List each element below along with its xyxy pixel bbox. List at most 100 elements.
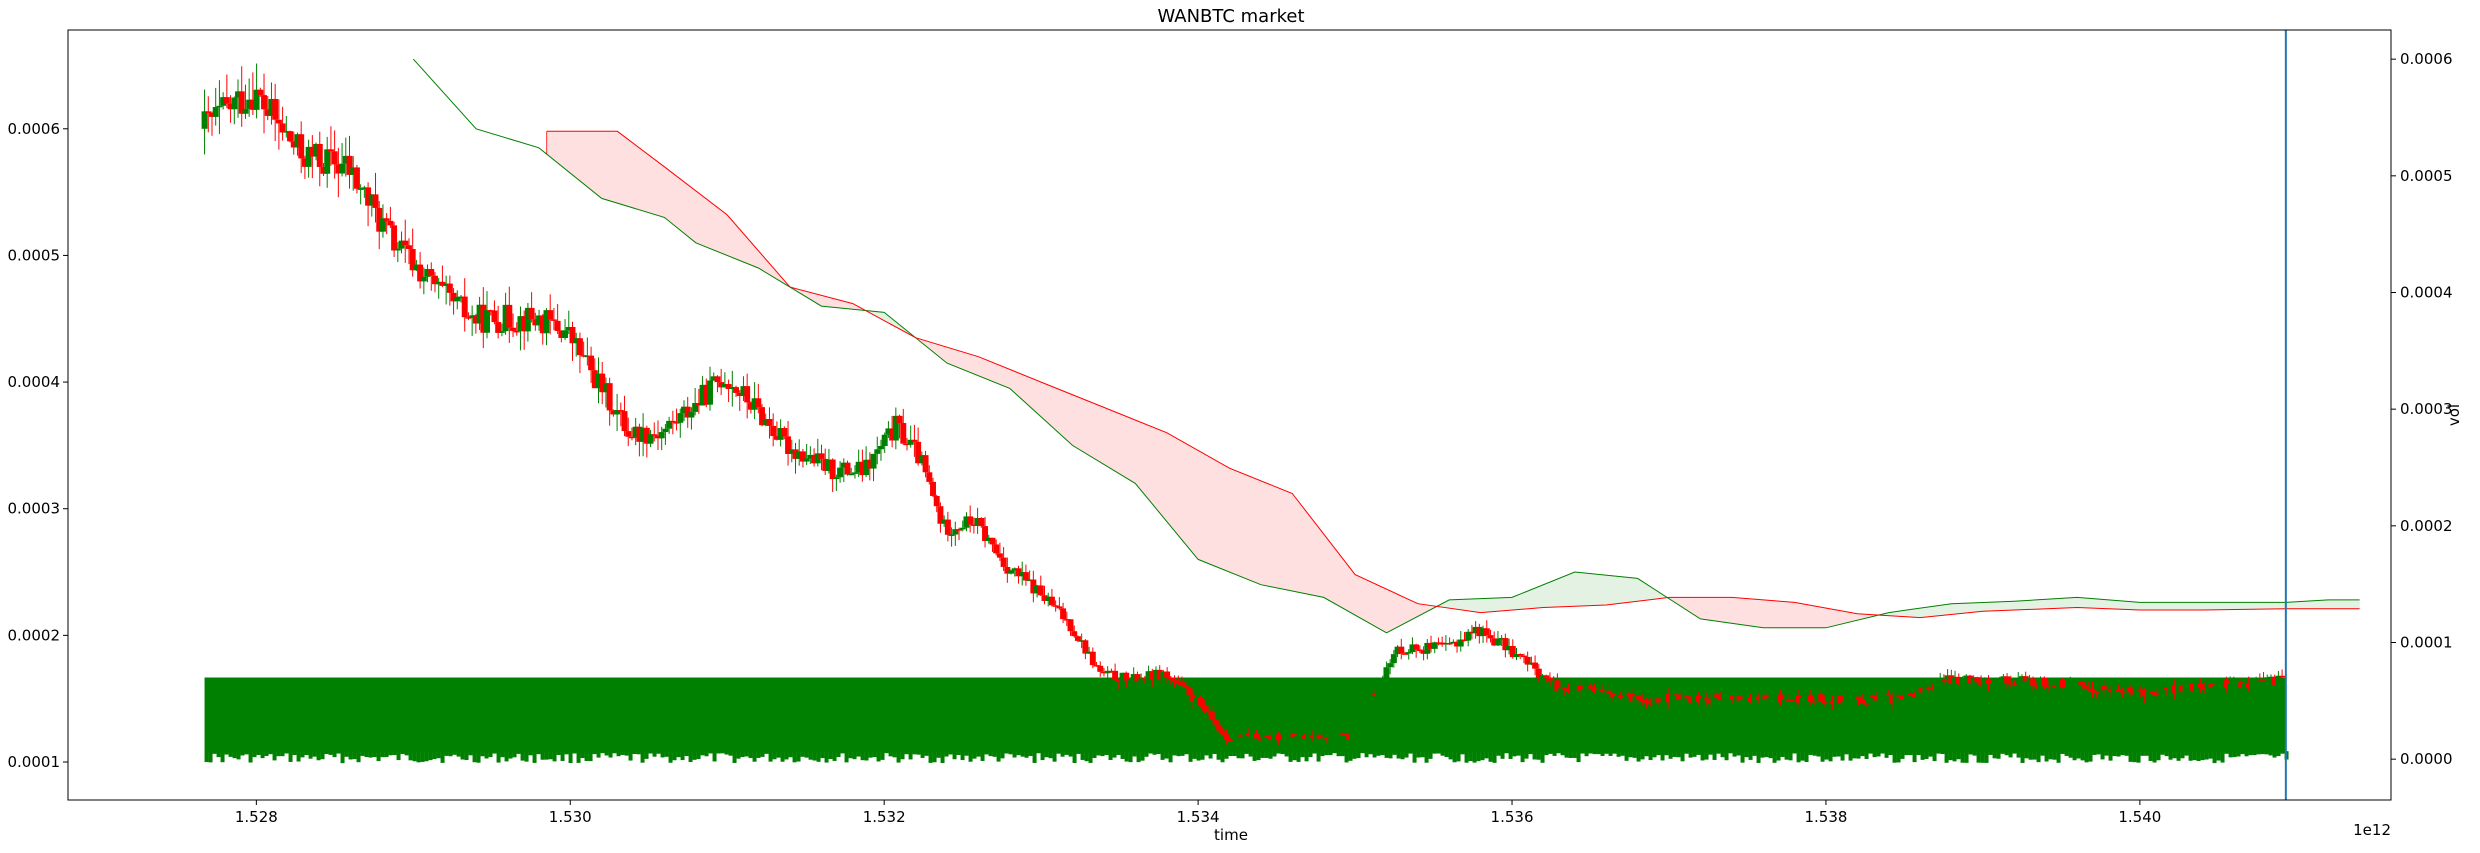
volume-bar xyxy=(368,751,373,758)
volume-bar xyxy=(2144,751,2149,756)
candle-body xyxy=(249,99,256,110)
volume-bar xyxy=(1012,751,1017,758)
volume-bar xyxy=(296,751,301,762)
volume-bar xyxy=(684,751,689,757)
candle-body xyxy=(796,451,803,459)
volume-bar xyxy=(440,751,445,763)
cloud-fill-segment xyxy=(1113,410,1122,476)
volume-bar xyxy=(444,751,449,756)
volume-bar xyxy=(508,751,513,759)
candle-body xyxy=(863,459,870,476)
volume-bar xyxy=(2216,751,2221,761)
candle-body xyxy=(2022,676,2029,681)
volume-bar xyxy=(2080,751,2085,761)
candle-body xyxy=(922,455,929,473)
candle-body xyxy=(1123,672,1130,681)
cloud-fill-segment xyxy=(1996,601,2005,612)
volume-bar xyxy=(1972,751,1977,756)
candle-body xyxy=(996,553,1003,558)
volume-bar xyxy=(1492,751,1497,763)
volume-bar xyxy=(1884,751,1889,758)
volume-bar xyxy=(1576,751,1581,763)
candle-body xyxy=(1732,696,1739,700)
candle-body xyxy=(1338,733,1345,735)
candle-body xyxy=(651,434,658,436)
volume-bar xyxy=(1000,751,1005,759)
cloud-fill-segment xyxy=(1770,600,1779,629)
volume-bar xyxy=(212,751,217,754)
x-tick-label: 1.530 xyxy=(549,808,592,826)
cloud-fill-segment xyxy=(1807,604,1816,629)
candle-body xyxy=(1219,730,1226,735)
volume-bar xyxy=(1988,751,1993,755)
cloud-fill-segment xyxy=(629,140,638,210)
candle-body xyxy=(1822,701,1828,704)
volume-bar xyxy=(940,751,945,764)
candle-body xyxy=(420,276,427,282)
volume-bar xyxy=(616,751,621,757)
cloud-fill-segment xyxy=(2268,602,2277,610)
volume-bar xyxy=(2180,751,2185,759)
volume-bar xyxy=(1160,751,1165,760)
volume-bar xyxy=(1200,751,1205,760)
candle-body xyxy=(1911,694,1918,697)
candle-body xyxy=(2271,676,2278,685)
volume-bar xyxy=(1372,751,1377,758)
x-tick-label: 1.532 xyxy=(863,808,906,826)
candle-body xyxy=(2041,677,2048,687)
candle-body xyxy=(1777,694,1784,703)
candle-body xyxy=(391,225,398,251)
volume-bar xyxy=(1232,751,1237,757)
candle-body xyxy=(1543,675,1550,678)
volume-bar xyxy=(1400,751,1405,760)
volume-bar xyxy=(1092,751,1097,759)
volume-bar xyxy=(1752,751,1757,756)
candle-body xyxy=(602,383,609,393)
volume-bar xyxy=(860,751,865,761)
volume-bar xyxy=(1816,751,1821,757)
candle-body xyxy=(1900,695,1907,700)
candle-body xyxy=(721,384,728,388)
volume-bar xyxy=(480,751,485,757)
cloud-fill-segment xyxy=(1619,576,1628,604)
candle-body xyxy=(484,310,490,333)
candle-body xyxy=(547,310,554,320)
candle-body xyxy=(889,428,896,441)
cloud-fill-segment xyxy=(1815,605,1824,629)
volume-bar xyxy=(2012,751,2017,754)
candle-body xyxy=(1558,688,1565,691)
candle-body xyxy=(2119,691,2126,693)
volume-bar xyxy=(1868,751,1873,754)
volume-bar xyxy=(352,751,357,760)
volume-bar xyxy=(1420,751,1425,758)
volume-bar xyxy=(1840,751,1845,761)
volume-bar xyxy=(240,751,245,756)
volume-bar xyxy=(1964,751,1969,763)
candle-body xyxy=(1929,687,1936,689)
volume-bar xyxy=(356,751,361,763)
y2-tick-label: 0.0005 xyxy=(2400,167,2453,185)
candle-body xyxy=(2104,690,2111,692)
volume-bar xyxy=(1432,751,1437,754)
candle-body xyxy=(725,384,732,390)
candle-body xyxy=(428,269,435,276)
cloud-fill-segment xyxy=(2351,599,2360,610)
volume-bar xyxy=(2116,751,2121,757)
cloud-fill-segment xyxy=(2042,598,2051,610)
cloud-fill-segment xyxy=(1792,601,1801,629)
candle-body xyxy=(1342,733,1349,736)
candle-body xyxy=(201,111,208,129)
candle-body xyxy=(1844,698,1851,703)
volume-bar xyxy=(2120,751,2125,756)
candle-body xyxy=(1428,642,1434,649)
candle-body xyxy=(2108,690,2115,692)
volume-bar xyxy=(1568,751,1573,758)
candle-body xyxy=(1160,671,1167,680)
candle-body xyxy=(628,436,635,439)
candle-body xyxy=(435,281,442,285)
candle-body xyxy=(458,296,464,299)
candle-body xyxy=(1335,733,1342,736)
cloud-fill-segment xyxy=(2253,602,2262,610)
candle-body xyxy=(1948,675,1955,684)
cloud-fill-segment xyxy=(1951,603,1960,615)
